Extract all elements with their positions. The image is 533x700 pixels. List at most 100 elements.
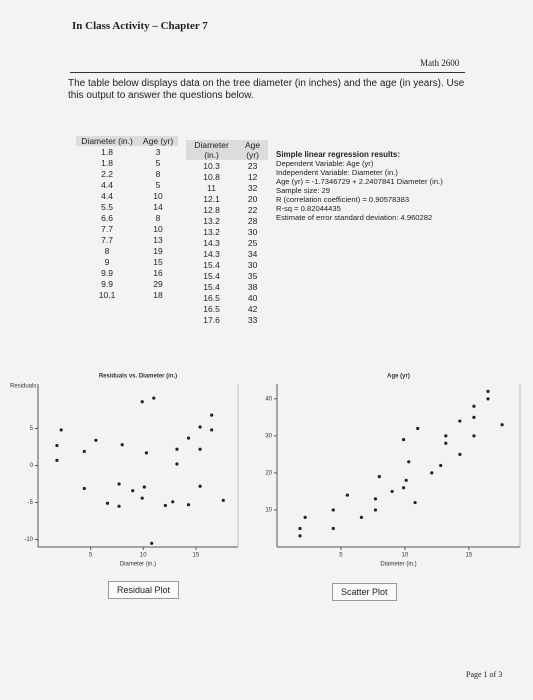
intro-text: The table below displays data on the tre… [68,78,465,101]
data-point [458,419,462,423]
scatter-plot-button[interactable]: Scatter Plot [332,583,397,601]
data-cell: 4.4 [101,190,113,201]
data-point [458,452,462,456]
residual-plot: Residuals vs. Diameter (in.) Residuals Dia… [10,374,239,568]
data-row: 10.3 23 [186,160,268,171]
data-cell: 35 [247,270,258,281]
data-row: 12.8 22 [186,204,268,215]
data-cell: 13.2 [203,226,220,237]
regression-line: Sample size: 29 [276,186,331,195]
data-row: 4.4 5 [76,179,178,190]
data-point [198,447,202,451]
data-cell: 20 [247,193,258,204]
data-row: 11 32 [186,182,268,193]
data-point [105,501,110,505]
data-cell: 1.8 [101,146,113,157]
data-point [331,508,335,512]
regression-line: Age (yr) = -1.7346729 + 2.2407841 Diamet… [276,177,443,186]
data-row: 16.5 40 [186,292,268,303]
data-point [59,428,63,432]
data-cell: 3 [155,146,161,157]
residual-plot-button[interactable]: Residual Plot [108,581,180,599]
column-header: Diameter (in.) [76,136,139,146]
data-point [94,438,98,442]
data-row: 14.3 25 [186,237,268,248]
data-cell: 14.3 [203,248,220,259]
data-point [402,486,406,490]
data-row: 8 19 [76,245,178,256]
data-row: 2.2 8 [76,168,178,179]
data-point [359,515,364,519]
data-cell: 9 [104,256,110,267]
regression-line: Dependent Variable: Age (yr) [276,159,374,168]
data-cell: 12.1 [203,193,220,204]
data-row: 4.4 10 [76,190,178,201]
regression-line: Estimate of error standard deviation: 4.… [276,213,433,222]
data-cell: 1.8 [101,157,113,168]
y-tick-label: 30 [265,433,272,439]
data-row: 1.8 3 [76,146,178,157]
data-cell: 10 [153,190,163,201]
data-point [430,471,434,475]
data-row: 5.5 14 [76,201,178,212]
data-point [186,436,191,440]
data-row: 10.8 12 [186,171,268,182]
data-row: 13.2 28 [186,215,268,226]
data-cell: 2.2 [101,168,113,179]
data-cell: 29 [153,278,163,289]
activity-title: In Class Activity – Chapter 7 [72,20,208,32]
column-header: Diameter (in.) [186,140,238,160]
regression-line: Independent Variable: Diameter (in.) [276,168,398,177]
data-cell: 8 [104,245,110,256]
data-cell: 30 [247,226,258,237]
data-row: 9 15 [76,256,178,267]
data-row: 15.4 38 [186,281,268,292]
data-cell: 16 [153,267,163,278]
data-point [210,413,214,417]
data-point [407,460,411,464]
y-tick-label: 40 [265,396,272,402]
data-point [142,485,146,489]
data-point [55,458,59,462]
data-point [82,486,86,491]
data-row: 15.4 30 [186,259,268,270]
data-row: 1.8 5 [76,157,178,168]
plot-title: Residuals vs. Diameter (in.) [99,374,177,380]
data-point [303,515,307,519]
data-cell: 40 [247,292,258,303]
data-point [198,425,202,429]
data-cell: 5 [155,157,161,168]
data-cell: 8 [155,168,161,179]
regression-line: R-sq = 0.82044435 [276,204,341,213]
data-point [82,449,86,454]
x-tick-label: 5 [89,553,93,559]
data-row: 7.7 10 [76,223,178,234]
data-cell: 14.3 [203,237,220,248]
data-cell: 14 [153,201,163,212]
data-cell: 22 [247,204,258,215]
regression-line: R (correlation coefficient) = 0.90578383 [276,195,410,204]
column-header: Age (yr) [237,140,268,160]
data-cell: 10 [153,223,163,234]
data-cell: 10.1 [98,289,116,300]
data-point [377,475,381,479]
data-cell: 10.3 [203,160,220,171]
y-tick-label: 10 [265,508,272,514]
data-point [413,500,417,505]
x-axis-label: Diameter (in.) [380,562,416,568]
data-cell: 8 [155,212,161,223]
data-point [117,482,121,486]
data-cell: 18 [153,289,163,300]
data-cell: 15.4 [203,270,220,281]
data-point [140,496,144,500]
data-point [444,434,448,438]
data-point [439,463,443,468]
data-table: Diameter (in.) Age (yr) 10.3 23 10.8 12 11 32 12… [186,140,268,325]
data-cell: 4.4 [101,179,113,190]
data-cell: 30 [247,259,258,270]
y-tick-label: 20 [265,470,272,476]
data-point [175,447,179,451]
data-cell: 19 [153,245,163,256]
data-point [298,534,302,538]
data-point [186,503,191,507]
